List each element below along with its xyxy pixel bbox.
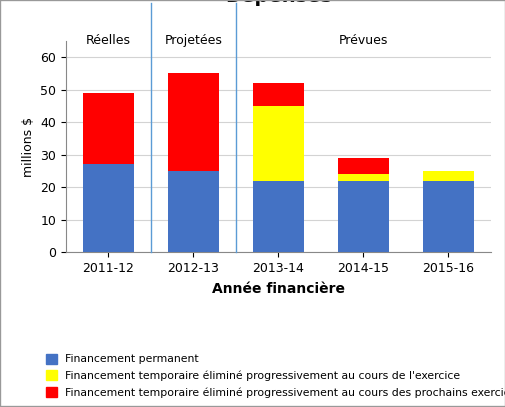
Bar — [168, 171, 218, 252]
Title: Dépenses: Dépenses — [224, 0, 331, 6]
X-axis label: Année financière: Année financière — [212, 282, 344, 296]
Bar — [252, 106, 303, 181]
Bar — [337, 174, 388, 181]
Y-axis label: millions $: millions $ — [21, 116, 34, 177]
Bar — [422, 171, 473, 181]
Legend: Financement permanent, Financement temporaire éliminé progressivement au cours d: Financement permanent, Financement tempo… — [46, 354, 505, 398]
Text: Réelles: Réelles — [86, 34, 130, 47]
Bar — [168, 73, 218, 171]
Bar — [83, 164, 133, 252]
Bar — [337, 181, 388, 252]
Bar — [252, 181, 303, 252]
Bar — [252, 83, 303, 106]
Bar — [83, 93, 133, 164]
Bar — [337, 158, 388, 174]
Text: Prévues: Prévues — [338, 34, 387, 47]
Bar — [422, 181, 473, 252]
Text: Projetées: Projetées — [164, 34, 222, 47]
